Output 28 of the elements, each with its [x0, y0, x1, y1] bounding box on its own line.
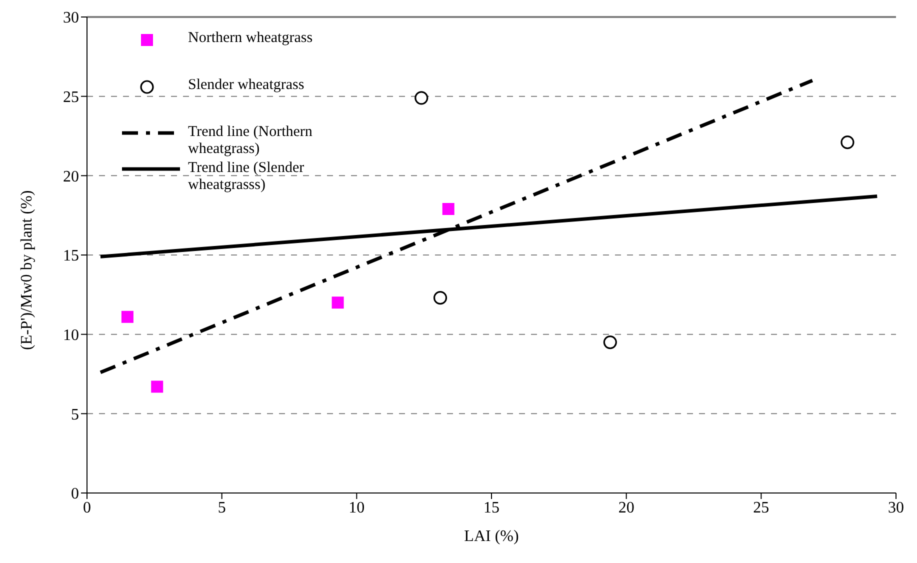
- point: [433, 291, 448, 305]
- x-tick-label: 30: [888, 499, 904, 516]
- x-tick-label: 20: [618, 499, 634, 516]
- point: [121, 310, 134, 323]
- point: [442, 202, 454, 215]
- y-tick-label: 5: [71, 406, 79, 424]
- y-tick-label: 20: [63, 168, 79, 186]
- x-tick-label: 25: [753, 499, 770, 516]
- point: [414, 91, 428, 105]
- point: [603, 335, 617, 350]
- legend-label: Trend line (Slender wheatgrasss): [188, 160, 306, 194]
- legend-label: Northern wheatgrass: [188, 30, 314, 47]
- y-tick-label: 15: [63, 248, 79, 265]
- legend-label: Slender wheatgrass: [188, 77, 306, 94]
- y-axis-title: (E-P')/Mw0 by plant (%): [18, 190, 36, 350]
- point: [840, 136, 854, 150]
- x-tick-label: 10: [348, 499, 365, 516]
- legend-label: Trend line (Northern wheatgrass): [188, 124, 314, 158]
- x-axis-title: LAI (%): [464, 528, 519, 545]
- y-tick-label: 30: [63, 10, 79, 27]
- point: [151, 380, 164, 393]
- x-tick-label: 5: [218, 499, 226, 516]
- y-tick-label: 10: [63, 327, 79, 344]
- point: [332, 296, 344, 309]
- x-tick-label: 0: [83, 499, 91, 516]
- y-tick-label: 25: [63, 89, 79, 106]
- x-tick-label: 15: [484, 499, 500, 516]
- y-tick-label: 0: [71, 486, 79, 503]
